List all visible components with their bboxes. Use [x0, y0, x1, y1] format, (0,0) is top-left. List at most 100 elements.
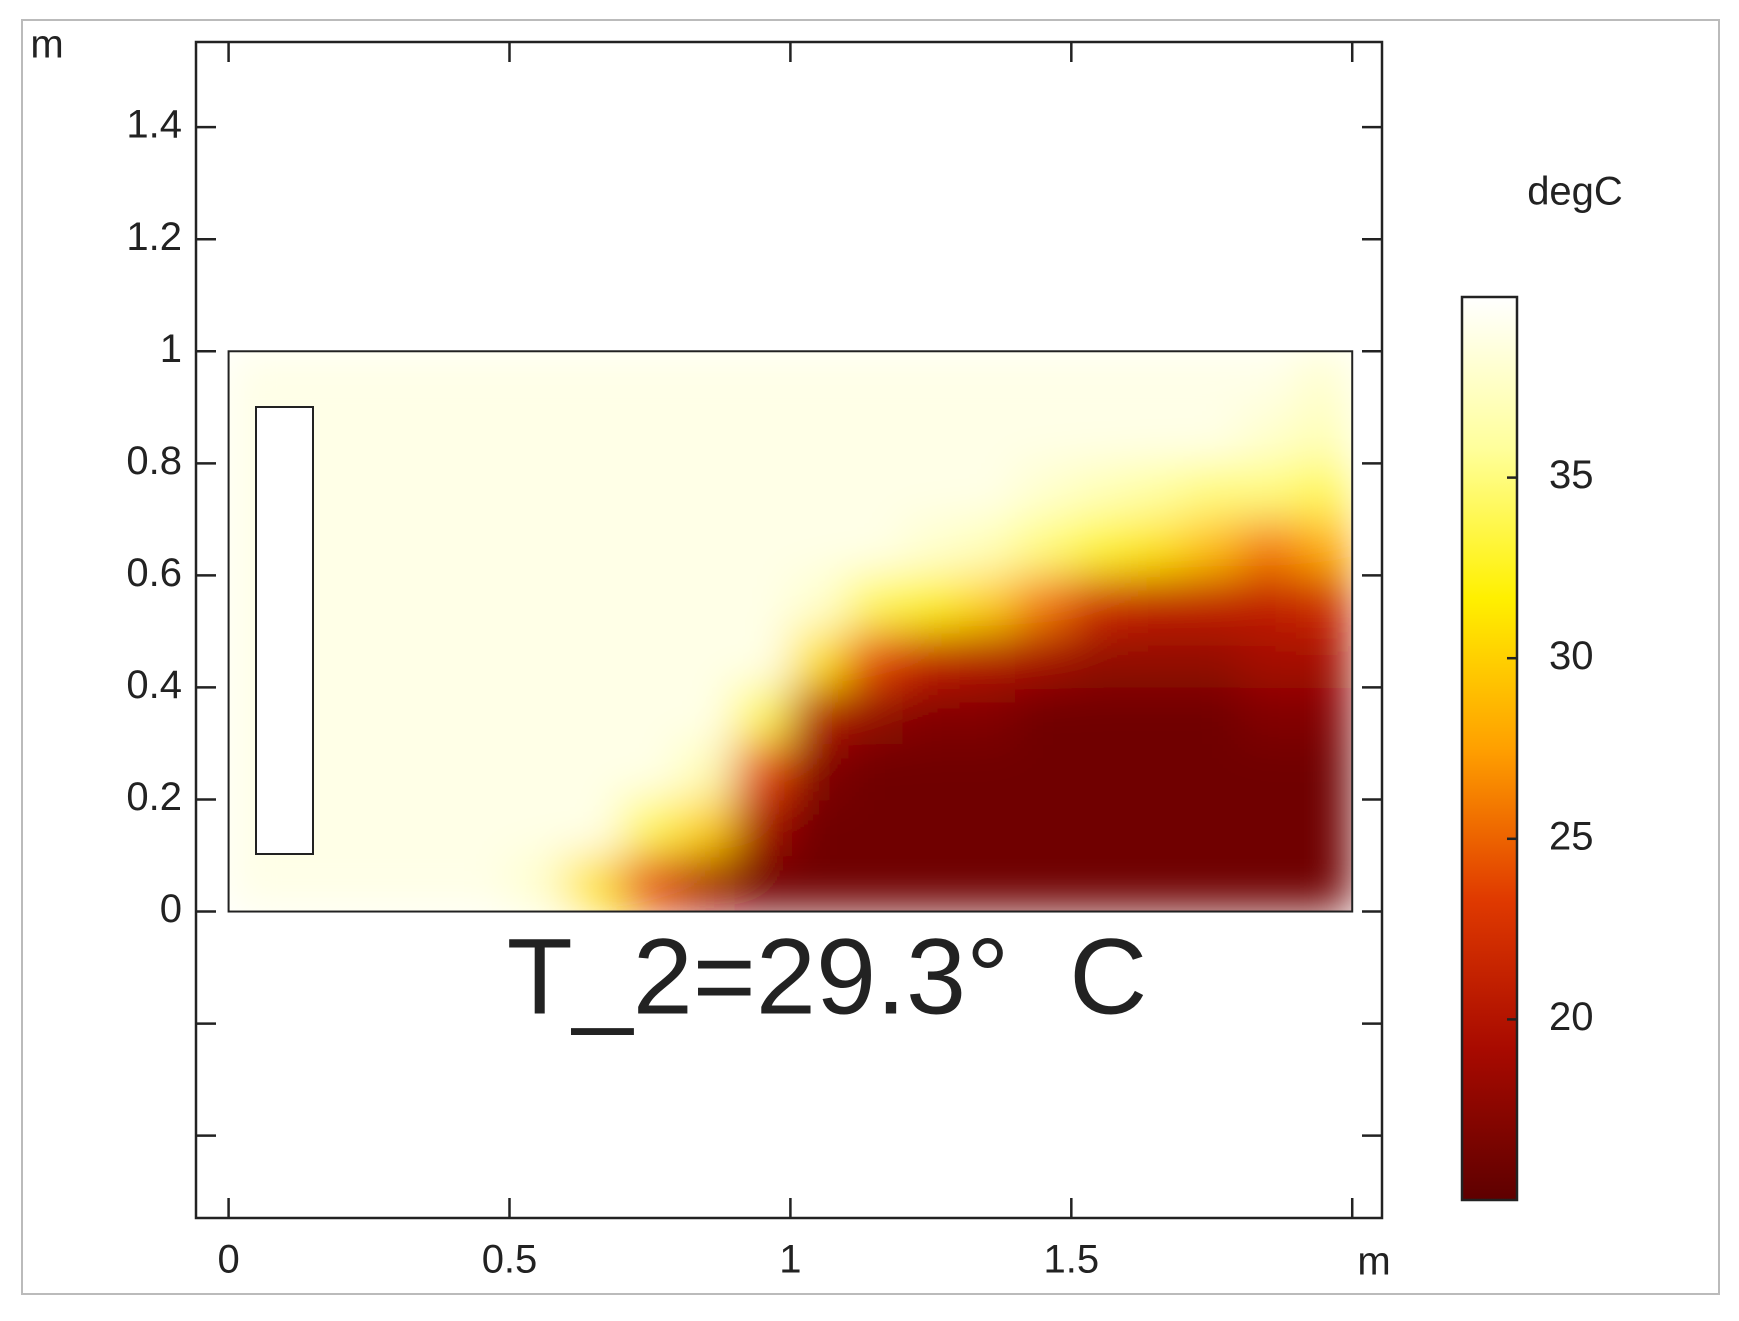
- heat-cell: [621, 351, 679, 408]
- heat-cell: [340, 743, 398, 800]
- heat-cell: [1127, 463, 1185, 520]
- heat-cell: [509, 463, 567, 520]
- heat-cell: [397, 519, 454, 576]
- heat-cell: [1239, 351, 1297, 408]
- heat-cell: [1015, 687, 1072, 744]
- heat-cell: [1183, 687, 1241, 744]
- heat-cell: [1239, 631, 1297, 688]
- heat-cell: [453, 575, 510, 632]
- y-tick-label: 0.4: [126, 663, 182, 707]
- heat-cell: [902, 351, 960, 408]
- heat-cell: [1183, 743, 1241, 800]
- heat-cell: [397, 631, 454, 688]
- heat-cell: [958, 855, 1016, 912]
- heat-cell: [790, 799, 848, 857]
- heat-cell: [902, 687, 960, 744]
- heat-cell: [1239, 855, 1297, 912]
- colorbar-tick-label: 25: [1549, 814, 1594, 858]
- heat-cell: [397, 351, 454, 408]
- heat-cell: [958, 351, 1016, 408]
- y-tick-label: 1.4: [126, 103, 182, 147]
- heat-cell: [1296, 407, 1353, 464]
- heat-cell: [958, 743, 1016, 800]
- heat-cell: [565, 407, 623, 464]
- heat-cell: [565, 463, 623, 520]
- heat-cell: [734, 351, 791, 408]
- y-tick-label: 0.8: [126, 439, 182, 483]
- heat-cell: [1183, 351, 1241, 408]
- heat-cell: [1015, 351, 1072, 408]
- heat-cell: [397, 855, 454, 912]
- heat-cell: [1071, 687, 1128, 744]
- heat-cell: [509, 351, 567, 408]
- heat-cell: [565, 575, 623, 632]
- heat-cell: [340, 575, 398, 632]
- heat-cell: [1015, 407, 1072, 464]
- heat-cell: [1071, 351, 1128, 408]
- heat-cell: [397, 799, 454, 857]
- heat-cell: [1015, 743, 1072, 800]
- heat-cell: [397, 407, 454, 464]
- heat-cell: [621, 463, 679, 520]
- heat-cell: [1127, 575, 1185, 632]
- heat-cell: [790, 463, 848, 520]
- heat-cell: [846, 687, 904, 744]
- heat-cell: [1296, 519, 1353, 576]
- heat-cell: [958, 631, 1016, 688]
- heat-cell: [340, 687, 398, 744]
- heat-cell: [846, 351, 904, 408]
- heat-cell: [340, 463, 398, 520]
- heat-cell: [453, 631, 510, 688]
- heat-cell: [1127, 351, 1185, 408]
- heat-cell: [509, 407, 567, 464]
- heat-cell: [958, 519, 1016, 576]
- heat-cell: [621, 407, 679, 464]
- heat-cell: [453, 743, 510, 800]
- heat-cell: [1239, 575, 1297, 632]
- x-tick-label: 0: [217, 1238, 239, 1282]
- heat-cell: [902, 631, 960, 688]
- heat-cell: [958, 463, 1016, 520]
- heat-cell: [1071, 743, 1128, 800]
- heat-cell: [790, 631, 848, 688]
- heat-cell: [1183, 631, 1241, 688]
- heat-cell: [1127, 855, 1185, 912]
- annotation: T_2=29.3° C: [507, 916, 1148, 1037]
- heat-cell: [1296, 463, 1353, 520]
- heat-cell: [1183, 575, 1241, 632]
- heat-cell: [790, 855, 848, 912]
- heat-cell: [1127, 687, 1185, 744]
- heat-cell: [509, 575, 567, 632]
- heat-cell: [509, 631, 567, 688]
- heat-cell: [1296, 855, 1353, 912]
- heat-cell: [1296, 351, 1353, 408]
- heat-cell: [1127, 799, 1185, 857]
- heat-cell: [1239, 799, 1297, 857]
- heat-cell: [340, 799, 398, 857]
- heat-cell: [565, 743, 623, 800]
- heat-cell: [453, 519, 510, 576]
- colorbar-tick-label: 20: [1549, 995, 1594, 1039]
- heat-cell: [397, 463, 454, 520]
- heat-cell: [846, 855, 904, 912]
- heat-cell: [1239, 687, 1297, 744]
- heat-cell: [1071, 799, 1128, 857]
- heat-cell: [678, 799, 735, 857]
- heat-cell: [284, 855, 342, 912]
- heat-cell: [453, 463, 510, 520]
- y-tick-label: 1: [160, 327, 182, 371]
- heat-cell: [509, 799, 567, 857]
- heat-cell: [1015, 463, 1072, 520]
- heat-cell: [340, 407, 398, 464]
- heat-cell: [1239, 407, 1297, 464]
- outer-border: [21, 19, 1720, 1295]
- heat-cell: [1296, 575, 1353, 632]
- heat-cell: [678, 631, 735, 688]
- heat-cell: [1127, 631, 1185, 688]
- heat-cell: [734, 519, 791, 576]
- heat-cell: [1296, 799, 1353, 857]
- heat-cell: [565, 855, 623, 912]
- heat-cell: [1183, 519, 1241, 576]
- heat-cell: [340, 351, 398, 408]
- heat-cell: [734, 407, 791, 464]
